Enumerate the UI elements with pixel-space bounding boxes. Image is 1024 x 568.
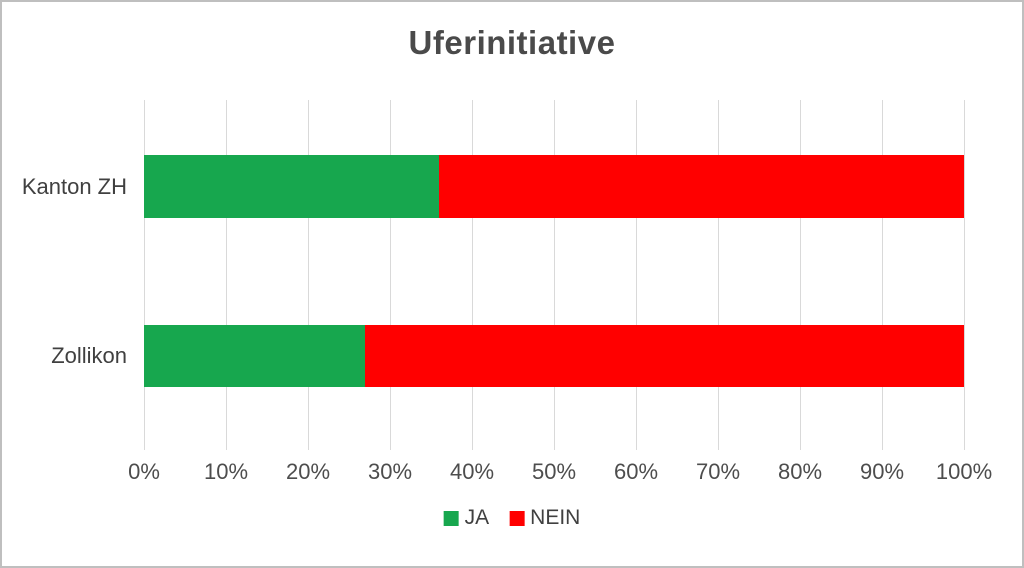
chart-title: Uferinitiative — [408, 24, 616, 61]
gridline — [882, 100, 883, 450]
bar-segment-nein — [439, 155, 964, 218]
gridline — [308, 100, 309, 450]
bar-row — [144, 325, 964, 387]
gridline — [718, 100, 719, 450]
gridline — [390, 100, 391, 450]
legend-label: NEIN — [530, 506, 581, 529]
gridline — [144, 100, 145, 450]
bar-segment-ja — [144, 155, 440, 218]
x-tick-label: 0% — [128, 459, 160, 484]
x-tick-label: 100% — [935, 459, 993, 484]
x-tick-label: 40% — [449, 459, 495, 484]
bar-segment-nein — [365, 325, 964, 387]
legend-swatch-icon — [509, 510, 525, 526]
bar-row — [144, 155, 964, 218]
legend-item-nein: NEIN — [509, 506, 580, 530]
legend-swatch-icon — [443, 510, 459, 526]
x-tick-label: 30% — [367, 459, 413, 484]
x-tick-label: 10% — [203, 459, 249, 484]
bar-segment-ja — [144, 325, 366, 387]
category-label: Kanton ZH — [21, 173, 127, 199]
legend-item-ja: JA — [443, 506, 490, 530]
gridline — [472, 100, 473, 450]
x-tick-label: 50% — [531, 459, 577, 484]
gridline — [554, 100, 555, 450]
gridline — [800, 100, 801, 450]
gridline — [636, 100, 637, 450]
gridline — [226, 100, 227, 450]
legend-label: JA — [464, 506, 490, 529]
x-tick-label: 80% — [777, 459, 823, 484]
x-tick-label: 90% — [859, 459, 905, 484]
x-tick-label: 60% — [613, 459, 659, 484]
legend: JA NEIN — [443, 506, 580, 530]
x-tick-label: 20% — [285, 459, 331, 484]
x-tick-label: 70% — [695, 459, 741, 484]
gridline — [964, 100, 965, 450]
category-label: Zollikon — [51, 343, 127, 368]
plot-area — [144, 100, 965, 450]
